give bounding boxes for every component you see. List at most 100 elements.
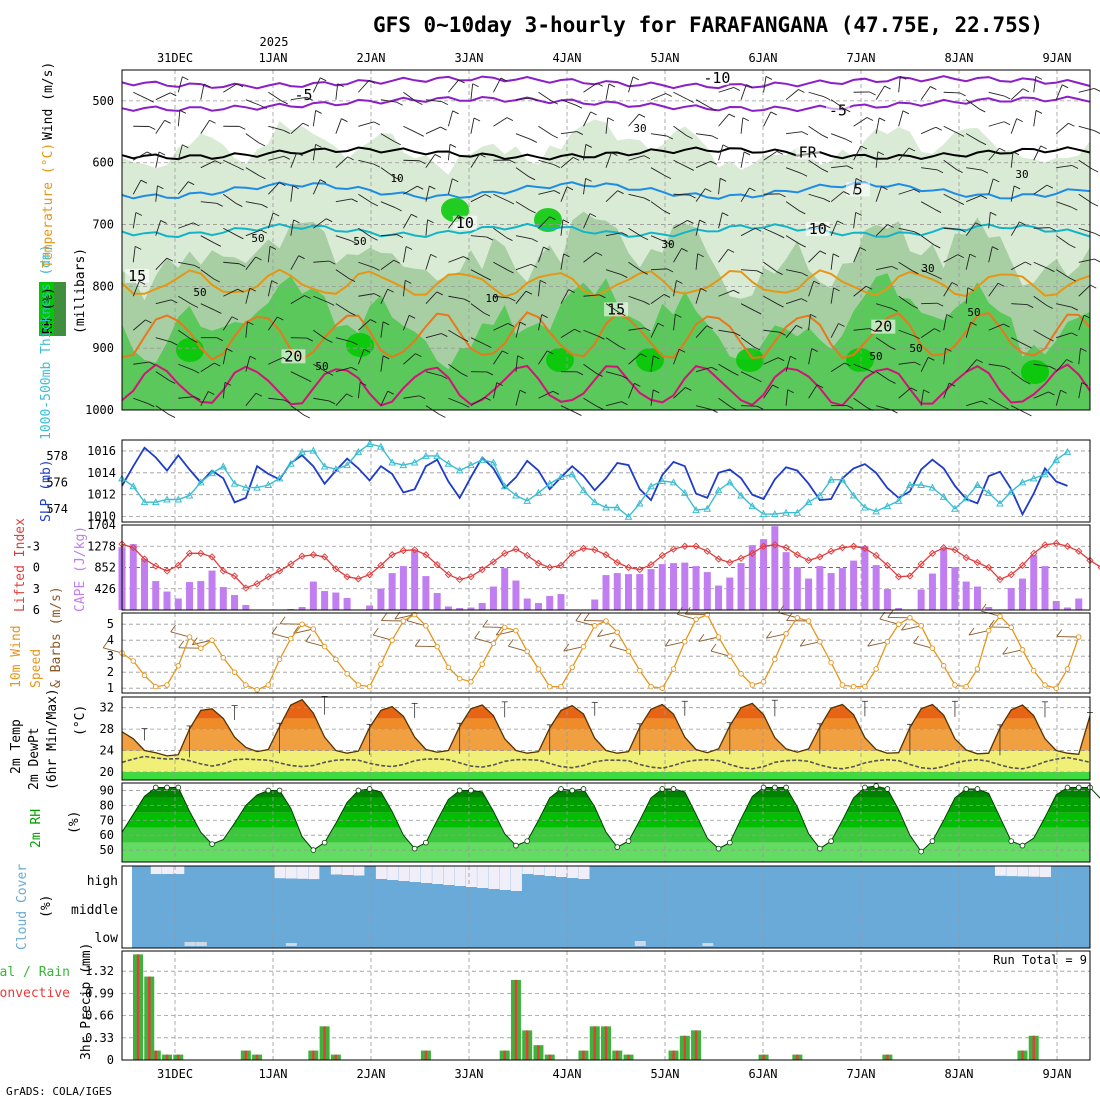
slp-tick: 1012 <box>87 488 116 502</box>
surface-wind-barb-flag <box>414 638 421 647</box>
wind-barb-flag <box>1023 380 1031 385</box>
cape-bar <box>478 603 486 610</box>
rh-blob <box>636 348 664 372</box>
li-marker <box>411 546 419 554</box>
wind-barb <box>403 91 423 105</box>
cape-bar <box>152 581 160 610</box>
wind-marker <box>817 639 823 645</box>
wind-barb <box>312 143 322 161</box>
li-marker <box>996 575 1004 584</box>
wind-barb-flag <box>1004 366 1011 370</box>
wind-barb-flag <box>948 382 956 387</box>
surface-wind-barb-flag <box>765 630 772 639</box>
li-marker <box>1052 539 1060 548</box>
li-marker <box>827 547 835 555</box>
wind-barb-shaft <box>920 235 935 246</box>
wind-barb-shaft <box>650 93 666 101</box>
cape-bar <box>715 585 723 610</box>
wind-barb-shaft <box>403 395 420 399</box>
wind-barb <box>740 117 750 134</box>
wind-barb-shaft <box>335 303 350 313</box>
wind-barb <box>538 350 554 365</box>
precip-conv-bar <box>1021 1050 1024 1060</box>
li-marker <box>230 572 239 580</box>
li-marker <box>782 544 790 552</box>
wind-barb-flag <box>429 185 436 190</box>
wind-marker <box>558 683 564 690</box>
rh-marker <box>423 839 429 846</box>
wind-barb <box>335 235 358 245</box>
wind-barb <box>673 91 694 103</box>
rh-blob <box>1021 360 1049 384</box>
wind-barb-flag <box>146 151 154 156</box>
wind-barb <box>718 289 740 297</box>
rh-marker <box>152 784 159 791</box>
wind-barb <box>966 400 988 407</box>
rh-marker <box>164 784 170 791</box>
wind-barb-shaft <box>425 333 442 339</box>
cape-bar <box>928 573 936 610</box>
thickness-marker <box>737 491 745 499</box>
wind-barb-shaft <box>447 144 451 161</box>
rh-blob <box>346 333 374 357</box>
wind-barb-flag <box>258 142 266 147</box>
wind-barb-shaft <box>515 97 532 101</box>
pressure-tick: 500 <box>92 94 114 108</box>
wind-barb-shaft <box>965 133 981 143</box>
wind-barb-shaft <box>785 389 789 406</box>
wind-barb-flag <box>891 265 899 270</box>
wind-barb <box>222 316 239 331</box>
wind-barb-flag <box>589 213 597 218</box>
precip-conv-bar <box>582 1050 585 1060</box>
panel-frame <box>121 612 1091 694</box>
wind-marker <box>591 623 598 629</box>
surface-wind-barb <box>913 642 933 649</box>
rh-marker <box>783 784 789 791</box>
surface-wind-barb-flag <box>279 616 286 625</box>
high-cloud-gap <box>1028 866 1040 877</box>
wind-barb-shaft <box>560 328 575 339</box>
li-marker <box>512 545 520 553</box>
wind-barb-flag <box>734 332 741 337</box>
thickness-marker <box>196 478 205 486</box>
rh-marker <box>1008 838 1015 844</box>
wind-barb-flag <box>541 314 548 318</box>
cape-bar <box>298 607 306 610</box>
li-marker <box>377 561 385 570</box>
wind-barb-flag <box>360 381 367 386</box>
thickness-marker <box>523 496 532 504</box>
wind-barb <box>223 125 246 130</box>
thickness-marker <box>782 508 790 516</box>
wind-barb-flag <box>393 176 401 181</box>
wind-barb-flag <box>777 303 784 308</box>
wind-marker <box>828 659 834 666</box>
surface-wind-barb <box>508 645 528 652</box>
wind-barb-flag <box>149 126 156 130</box>
wind-barb-shaft <box>380 133 395 143</box>
wind-barb <box>335 156 354 169</box>
wind-barb-flag <box>1093 232 1100 237</box>
wind-barb-flag <box>621 232 628 237</box>
wind-barb-shaft <box>718 363 733 373</box>
cape-bar <box>501 568 509 610</box>
thickness-marker <box>917 480 926 488</box>
wind-barb <box>380 201 402 212</box>
wind-barb-flag <box>869 328 876 332</box>
wind-barb-shaft <box>943 125 959 134</box>
wind-barb <box>178 295 199 308</box>
rh-tick: 60 <box>100 828 114 842</box>
wind-barb-shaft <box>988 178 994 195</box>
wind-barb <box>267 280 278 297</box>
wind-barb <box>1056 303 1079 311</box>
wind-barb <box>313 295 335 306</box>
wind-barb-shaft <box>1010 221 1020 236</box>
wind-barb <box>448 215 465 229</box>
li-marker <box>242 584 250 592</box>
wind-barb-shaft <box>763 295 778 305</box>
wind-barb <box>245 321 254 338</box>
precip-tick: 0.99 <box>85 986 114 1000</box>
wind-barb-shaft <box>875 186 882 202</box>
wind-barb-shaft <box>650 133 667 137</box>
pressure-tick: 1000 <box>85 403 114 417</box>
high-cloud-gap <box>409 866 421 882</box>
